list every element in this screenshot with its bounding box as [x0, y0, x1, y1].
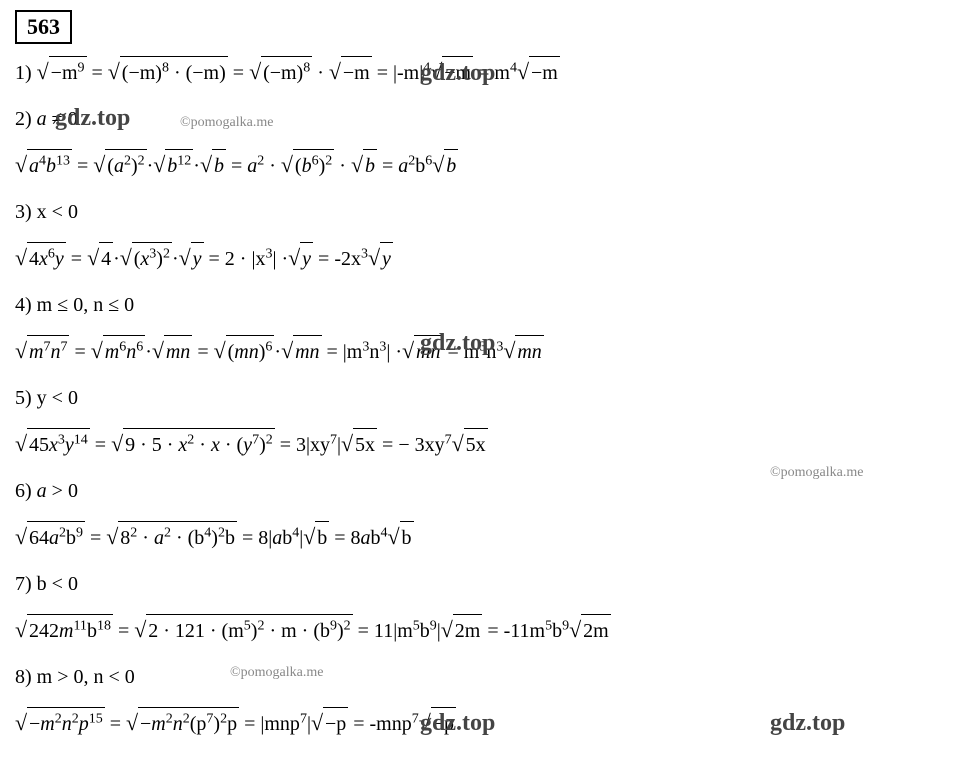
radicand: mn [414, 335, 442, 368]
radicand: −m [529, 56, 560, 89]
radicand: 4 [99, 242, 113, 275]
problem-number: 563 [15, 10, 72, 44]
radicand: b [363, 149, 377, 182]
radicand: −m2n2(p7)2p [138, 707, 239, 740]
radicand: (−m)8 [261, 56, 312, 89]
radicand: 2 · 121 · (m5)2 · m · (b9)2 [146, 614, 352, 647]
radicand: 4x6y [27, 242, 66, 275]
radicand: 242m11b18 [27, 614, 113, 647]
radicand: mn [515, 335, 543, 368]
radicand: m7n7 [27, 335, 69, 368]
radicand: mn [293, 335, 321, 368]
radicand: (−m)8 · (−m) [120, 56, 228, 89]
radicand: −m2n2p15 [27, 707, 105, 740]
radicand: 2m [581, 614, 611, 647]
radicand: a4b13 [27, 149, 72, 182]
radicand: 64a2b9 [27, 521, 85, 554]
radicand: y [191, 242, 204, 275]
equation-line-2: a4b13 = (a2)2·b12·b = a2 · (b6)2 · b = a… [15, 149, 945, 182]
condition-line-8: 8) m > 0, n < 0 [15, 661, 945, 693]
condition-line-5: 5) y < 0 [15, 382, 945, 414]
equation-line-1: 1) −m9 = (−m)8 · (−m) = (−m)8 · −m = |-m… [15, 56, 945, 89]
condition-line-3: 3) x < 0 [15, 196, 945, 228]
radicand: y [300, 242, 313, 275]
radicand: −m [341, 56, 372, 89]
equation-line-8: −m2n2p15 = −m2n2(p7)2p = |mnp7|−p = -mnp… [15, 707, 945, 740]
radicand: m6n6 [103, 335, 145, 368]
radicand: (mn)6 [226, 335, 275, 368]
radicand: b [444, 149, 458, 182]
radicand: y [380, 242, 393, 275]
radicand: −m [442, 56, 473, 89]
condition-line-2: 2) a ≠ 0 [15, 103, 945, 135]
radicand: 45x3y14 [27, 428, 90, 461]
radicand: 82 · a2 · (b4)2b [118, 521, 237, 554]
equation-line-4: m7n7 = m6n6·mn = (mn)6·mn = |m3n3| ·mn =… [15, 335, 945, 368]
equation-line-7: 242m11b18 = 2 · 121 · (m5)2 · m · (b9)2 … [15, 614, 945, 647]
radicand: −m9 [49, 56, 87, 89]
radicand: (x3)2 [132, 242, 172, 275]
item-number: 1) [15, 62, 32, 84]
radicand: mn [164, 335, 192, 368]
radicand: 5x [464, 428, 488, 461]
radicand: (a2)2 [105, 149, 146, 182]
radicand: b [212, 149, 226, 182]
radicand: −p [323, 707, 348, 740]
condition-line-4: 4) m ≤ 0, n ≤ 0 [15, 289, 945, 321]
radicand: b [400, 521, 414, 554]
radicand: 9 · 5 · x2 · x · (y7)2 [123, 428, 275, 461]
radicand: −p [431, 707, 456, 740]
equation-line-6: 64a2b9 = 82 · a2 · (b4)2b = 8|ab4|b = 8a… [15, 521, 945, 554]
radicand: b12 [165, 149, 193, 182]
radicand: 5x [353, 428, 377, 461]
radicand: b [315, 521, 329, 554]
condition-line-7: 7) b < 0 [15, 568, 945, 600]
equation-line-3: 4x6y = 4·(x3)2·y = 2 · |x3| ·y = -2x3y [15, 242, 945, 275]
radicand: (b6)2 [293, 149, 334, 182]
radicand: 2m [453, 614, 483, 647]
equation-line-5: 45x3y14 = 9 · 5 · x2 · x · (y7)2 = 3|xy7… [15, 428, 945, 461]
condition-line-6: 6) a > 0 [15, 475, 945, 507]
